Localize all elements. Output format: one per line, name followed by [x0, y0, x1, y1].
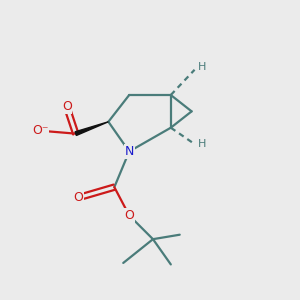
Text: O: O	[74, 191, 84, 204]
Text: H: H	[198, 62, 206, 72]
Text: O: O	[124, 209, 134, 222]
Polygon shape	[75, 122, 108, 136]
Text: O: O	[62, 100, 72, 113]
Text: N: N	[124, 145, 134, 158]
Text: H: H	[198, 139, 206, 149]
Text: O⁻: O⁻	[32, 124, 48, 137]
